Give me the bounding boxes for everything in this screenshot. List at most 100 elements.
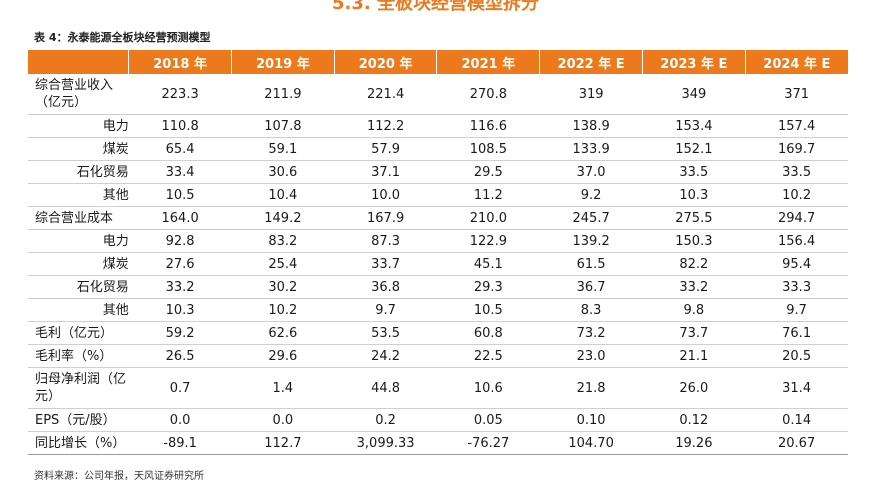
column-header: 2019 年 xyxy=(231,50,335,74)
table-cell: 33.5 xyxy=(642,160,746,184)
table-cell: 33.2 xyxy=(128,275,232,299)
table-cell: 37.1 xyxy=(334,160,437,184)
table-cell: 33.3 xyxy=(745,275,848,299)
column-header: 2023 年 E xyxy=(642,50,746,74)
table-cell: 37.0 xyxy=(539,160,643,184)
table-cell: 57.9 xyxy=(334,137,437,161)
table-cell: 53.5 xyxy=(334,321,437,345)
table-cell: 164.0 xyxy=(128,206,232,230)
table-cell: 0.7 xyxy=(128,367,232,409)
table-cell: 156.4 xyxy=(745,229,848,253)
table-row: 综合营业收入（亿元） 223.3 211.9 221.4 270.8 319 349 371 xyxy=(28,74,848,115)
table-cell: 0.14 xyxy=(745,408,848,432)
table-cell: 138.9 xyxy=(539,114,643,138)
table-cell: 167.9 xyxy=(334,206,437,230)
table-cell: 20.67 xyxy=(745,431,848,455)
row-label: 综合营业收入（亿元） xyxy=(28,74,129,115)
header-row: 2018 年 2019 年 2020 年 2021 年 2022 年 E 202… xyxy=(28,50,848,74)
table-cell: 3,099.33 xyxy=(334,431,437,455)
row-label: 毛利（亿元） xyxy=(28,321,129,345)
table-cell: 10.5 xyxy=(436,298,540,322)
table-caption: 表 4：永泰能源全板块经营预测模型 xyxy=(34,31,211,44)
column-header: 2018 年 xyxy=(128,50,232,74)
table-cell: 10.3 xyxy=(128,298,232,322)
table-cell: 9.8 xyxy=(642,298,746,322)
table-cell: 23.0 xyxy=(539,344,643,368)
table-cell: 270.8 xyxy=(436,74,540,115)
table-cell: 27.6 xyxy=(128,252,232,276)
table-cell: 31.4 xyxy=(745,367,848,409)
table-row: 其他 10.3 10.2 9.7 10.5 8.3 9.8 9.7 xyxy=(28,298,848,322)
table-cell: 30.2 xyxy=(231,275,335,299)
table-row: 电力 110.8 107.8 112.2 116.6 138.9 153.4 157.4 xyxy=(28,114,848,138)
row-label-text: 其他 xyxy=(102,302,129,318)
table-cell: 0.10 xyxy=(539,408,643,432)
row-label: 石化贸易 xyxy=(28,160,129,184)
column-header: 2020 年 xyxy=(334,50,438,74)
table-cell: 275.5 xyxy=(642,206,746,230)
row-label-text: 电力 xyxy=(102,233,129,249)
table-row: 石化贸易 33.4 30.6 37.1 29.5 37.0 33.5 33.5 xyxy=(28,160,848,184)
table-cell: 30.6 xyxy=(231,160,335,184)
table-row: 电力 92.8 83.2 87.3 122.9 139.2 150.3 156.4 xyxy=(28,229,848,253)
table-cell: 29.3 xyxy=(436,275,540,299)
table-cell: 82.2 xyxy=(642,252,746,276)
table-cell: 10.4 xyxy=(231,183,335,207)
row-label: 电力 xyxy=(28,229,129,253)
table-cell: 11.2 xyxy=(436,183,540,207)
table-cell: 62.6 xyxy=(231,321,335,345)
table-cell: 0.0 xyxy=(231,408,335,432)
table-cell: 149.2 xyxy=(231,206,335,230)
column-header: 2021 年 xyxy=(436,50,541,74)
table-cell: 95.4 xyxy=(745,252,848,276)
table-cell: 371 xyxy=(745,74,848,115)
table-cell: 10.2 xyxy=(231,298,335,322)
table-row: 综合营业成本 164.0 149.2 167.9 210.0 245.7 275.5 294.… xyxy=(28,206,848,230)
table-cell: 59.1 xyxy=(231,137,335,161)
table-cell: 210.0 xyxy=(436,206,540,230)
row-label: 石化贸易 xyxy=(28,275,129,299)
row-label: 煤炭 xyxy=(28,137,129,161)
table-cell: 22.5 xyxy=(436,344,540,368)
row-label: 其他 xyxy=(28,298,129,322)
table-cell: 110.8 xyxy=(128,114,232,138)
table-cell: 33.4 xyxy=(128,160,232,184)
row-label: 煤炭 xyxy=(28,252,129,276)
table-cell: 73.7 xyxy=(642,321,746,345)
table-row: 同比增长（%） -89.1 112.7 3,099.33 -76.27 104.70 19.… xyxy=(28,431,848,455)
table-cell: 25.4 xyxy=(231,252,335,276)
table-cell: 87.3 xyxy=(334,229,437,253)
table-cell: 152.1 xyxy=(642,137,746,161)
row-label-text: 其他 xyxy=(102,187,129,203)
table-cell: 26.0 xyxy=(642,367,746,409)
table-cell: 76.1 xyxy=(745,321,848,345)
table-cell: 36.8 xyxy=(334,275,437,299)
table-cell: 26.5 xyxy=(128,344,232,368)
source-note: 资料来源：公司年报，天风证券研究所 xyxy=(34,471,204,482)
table-cell: 65.4 xyxy=(128,137,232,161)
table-cell: 133.9 xyxy=(539,137,643,161)
table-cell: 1.4 xyxy=(231,367,335,409)
table-cell: 245.7 xyxy=(539,206,643,230)
row-label: EPS（元/股） xyxy=(28,408,129,432)
table-cell: 9.7 xyxy=(334,298,437,322)
table-cell: 59.2 xyxy=(128,321,232,345)
table-cell: 33.5 xyxy=(745,160,848,184)
table-cell: 29.5 xyxy=(436,160,540,184)
table-cell: 10.3 xyxy=(642,183,746,207)
table-row: 归母净利润（亿元） 0.7 1.4 44.8 10.6 21.8 26.0 31.4 xyxy=(28,367,848,409)
row-label: 归母净利润（亿元） xyxy=(28,367,129,409)
table-cell: 36.7 xyxy=(539,275,643,299)
table-cell: 294.7 xyxy=(745,206,848,230)
table-cell: 29.6 xyxy=(231,344,335,368)
row-label-text: 电力 xyxy=(102,118,129,134)
table-cell: 0.2 xyxy=(334,408,437,432)
table-cell: 73.2 xyxy=(539,321,643,345)
table-cell: 0.12 xyxy=(642,408,746,432)
table-cell: 21.8 xyxy=(539,367,643,409)
table-cell: 107.8 xyxy=(231,114,335,138)
table-cell: 21.1 xyxy=(642,344,746,368)
table-cell: 157.4 xyxy=(745,114,848,138)
table-cell: -76.27 xyxy=(436,431,540,455)
table-row: 毛利率（%） 26.5 29.6 24.2 22.5 23.0 21.1 20.5 xyxy=(28,344,848,368)
